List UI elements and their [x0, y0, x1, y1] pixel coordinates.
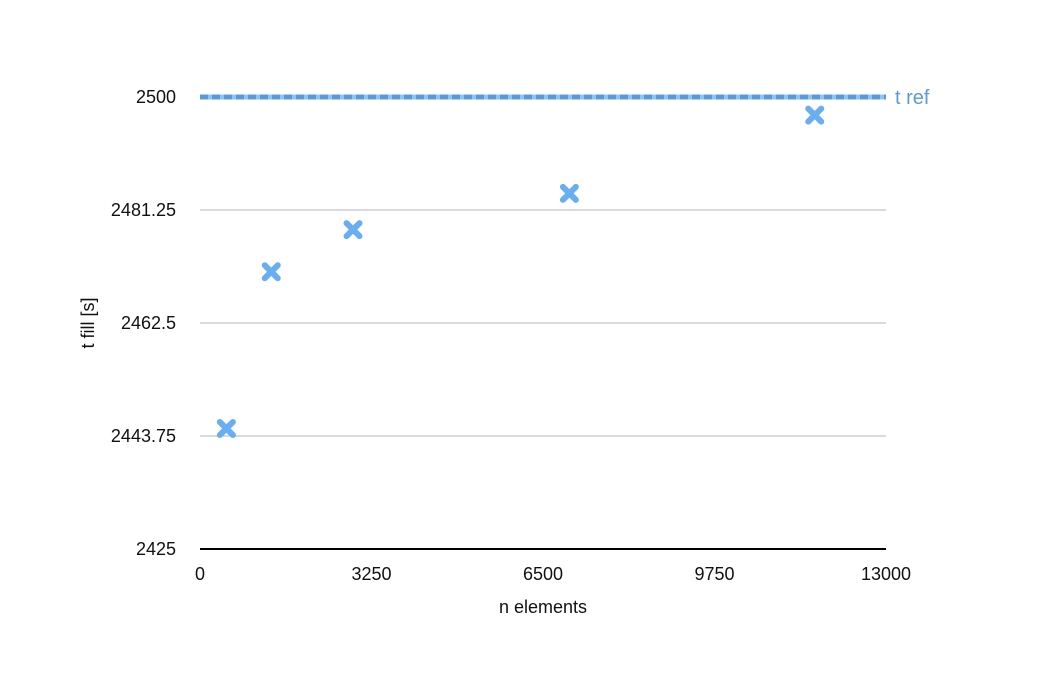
data-point-stroke-b [216, 418, 236, 438]
x-tick-label-4: 13000 [861, 564, 911, 584]
y-tick-label-4: 2500 [136, 87, 176, 107]
x-axis-title: n elements [499, 597, 587, 617]
x-tick-label-3: 9750 [694, 564, 734, 584]
data-points [216, 105, 825, 438]
x-tick-label-2: 6500 [523, 564, 563, 584]
data-point-stroke-b [343, 220, 363, 240]
y-tick-label-3: 2481.25 [111, 200, 176, 220]
data-point-1 [261, 262, 281, 282]
reference-line-label: t ref [895, 87, 930, 109]
data-point-4 [805, 105, 825, 125]
grid-lines [200, 209, 886, 437]
y-tick-label-2: 2462.5 [121, 313, 176, 333]
data-point-stroke-b [805, 105, 825, 125]
x-tick-label-0: 0 [195, 564, 205, 584]
data-point-stroke-b [261, 262, 281, 282]
data-point-0 [216, 418, 236, 438]
y-tick-label-0: 2425 [136, 539, 176, 559]
data-point-stroke-b [559, 183, 579, 203]
data-point-3 [559, 183, 579, 203]
x-tick-label-1: 3250 [351, 564, 391, 584]
data-point-2 [343, 220, 363, 240]
y-axis-title: t fill [s] [78, 297, 98, 348]
y-tick-label-1: 2443.75 [111, 426, 176, 446]
tick-labels: 2425 2443.75 2462.5 2481.25 2500 0 3250 6500 975… [111, 87, 911, 584]
